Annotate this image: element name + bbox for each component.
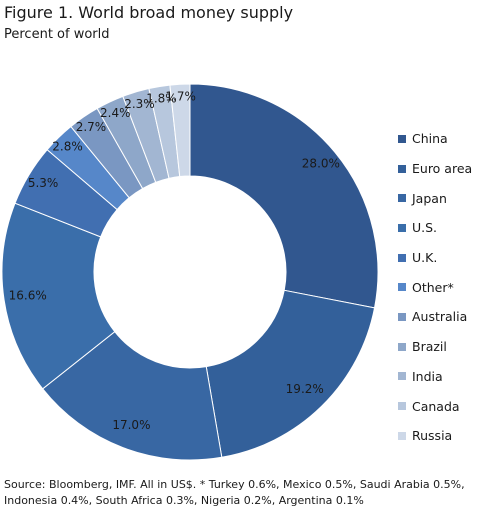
legend-item-australia: Australia	[398, 302, 472, 332]
legend-swatch	[398, 372, 406, 381]
data-label-u-k: 5.3%	[28, 176, 59, 190]
data-label-other: 2.8%	[52, 139, 83, 153]
legend-label: India	[412, 368, 443, 384]
legend-swatch	[398, 253, 406, 262]
legend-item-brazil: Brazil	[398, 332, 472, 362]
legend-item-india: India	[398, 362, 472, 392]
legend-label: Russia	[412, 428, 453, 444]
slice-russia	[169, 83, 191, 178]
legend-swatch	[398, 194, 406, 203]
source-note: Source: Bloomberg, IMF. All in US$. * Tu…	[4, 478, 465, 507]
data-label-canada: 1.8%	[146, 92, 177, 106]
data-label-australia: 2.7%	[76, 120, 107, 134]
legend-label: U.S.	[412, 220, 438, 236]
data-label-euro-area: 19.2%	[286, 382, 324, 396]
slice-japan	[41, 330, 223, 461]
chart-data-labels: 28.0% 19.2% 17.0% 16.6% 5.3% 2.8% 2.7%2.4%2.3%…	[9, 90, 340, 432]
legend-label: Japan	[412, 190, 447, 206]
legend-item-other: Other*	[398, 272, 472, 302]
legend-label: Canada	[412, 398, 460, 414]
legend-item-china: China	[398, 124, 472, 154]
slice-euro-area	[205, 289, 376, 458]
data-label-china: 28.0%	[302, 157, 340, 171]
chart-title: Figure 1. World broad money supply	[4, 3, 294, 22]
slice-china	[189, 83, 379, 309]
legend-label: Other*	[412, 279, 454, 295]
legend-label: Australia	[412, 309, 468, 325]
legend-item-u-s: U.S.	[398, 213, 472, 243]
legend-item-euro-area: Euro area	[398, 154, 472, 184]
legend-label: Brazil	[412, 339, 447, 355]
slice-u-s	[1, 202, 116, 390]
legend-swatch	[398, 134, 406, 143]
chart-legend: China Euro area Japan U.S. U.K. Other* Austral…	[398, 124, 472, 451]
legend-swatch	[398, 402, 406, 411]
legend-swatch	[398, 283, 406, 292]
data-label-u-s: 16.6%	[9, 289, 47, 303]
data-label-russia: 1.7%	[165, 90, 196, 104]
legend-swatch	[398, 312, 406, 321]
legend-swatch	[398, 431, 406, 440]
legend-swatch	[398, 223, 406, 232]
legend-label: Euro area	[412, 161, 473, 177]
data-label-india: 2.3%	[124, 97, 155, 111]
legend-swatch	[398, 164, 406, 173]
legend-item-russia: Russia	[398, 421, 472, 451]
legend-label: U.K.	[412, 250, 438, 266]
legend-item-japan: Japan	[398, 183, 472, 213]
chart-subtitle: Percent of world	[4, 27, 110, 42]
data-label-brazil: 2.4%	[100, 106, 131, 120]
legend-item-canada: Canada	[398, 391, 472, 421]
legend-swatch	[398, 342, 406, 351]
legend-label: China	[412, 131, 448, 147]
legend-item-u-k: U.K.	[398, 243, 472, 273]
chart-slices	[1, 83, 379, 461]
data-label-japan: 17.0%	[112, 418, 150, 432]
